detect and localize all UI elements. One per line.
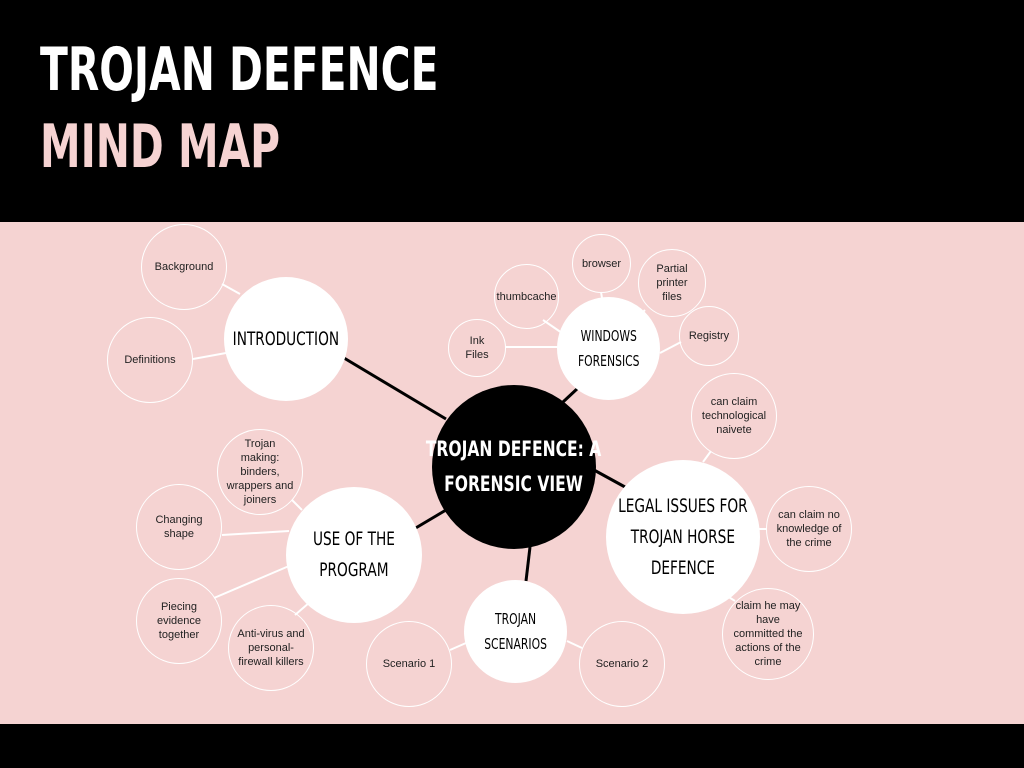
topic-use-label-1: USE OF THE bbox=[313, 528, 395, 550]
topic-windows-forensics: WINDOWS FORENSICS bbox=[557, 297, 660, 400]
leaf-label: Trojan making: binders, wrappers and joi… bbox=[226, 438, 294, 506]
leaf-changing-shape: Changing shape bbox=[136, 484, 222, 570]
center-node: TROJAN DEFENCE: A FORENSIC VIEW bbox=[426, 385, 602, 549]
connector-leaf-background bbox=[221, 283, 241, 295]
leaf-label: browser bbox=[581, 257, 622, 270]
leaf-background: Background bbox=[141, 224, 227, 310]
mind-map-canvas: TROJAN DEFENCE: A FORENSIC VIEW INTRODUC… bbox=[0, 222, 1024, 724]
page-title-line-1: TROJAN DEFENCE bbox=[40, 35, 439, 105]
leaf-label: Scenario 2 bbox=[595, 658, 649, 670]
leaf-label: Anti-virus and personal- firewall killer… bbox=[237, 628, 305, 668]
connector-leaf-scenario2 bbox=[566, 640, 583, 649]
leaf-thumbcache: thumbcache bbox=[494, 264, 559, 329]
connector-center-windows bbox=[561, 386, 580, 404]
topic-legal-label-1: LEGAL ISSUES FOR bbox=[618, 494, 748, 517]
topic-legal-issues: LEGAL ISSUES FOR TROJAN HORSE DEFENCE bbox=[606, 460, 760, 614]
topic-scenarios-label-1: TROJAN bbox=[494, 609, 537, 628]
connector-layer bbox=[192, 283, 767, 651]
leaf-trojan-making: Trojan making: binders, wrappers and joi… bbox=[217, 429, 303, 515]
leaf-label: Definitions bbox=[124, 354, 176, 366]
topic-scenarios-label-2: SCENARIOS bbox=[484, 634, 547, 653]
topic-legal-label-2: TROJAN HORSE bbox=[630, 525, 736, 548]
leaf-no-knowledge: can claim no knowledge of the crime bbox=[766, 486, 852, 572]
leaf-label: Scenario 1 bbox=[382, 658, 436, 670]
header-banner: TROJAN DEFENCE MIND MAP bbox=[0, 0, 1024, 222]
leaf-browser: browser bbox=[572, 234, 631, 293]
topic-use-label-2: PROGRAM bbox=[319, 559, 389, 581]
leaf-technological-naivete: can claim technological naivete bbox=[691, 373, 777, 459]
leaf-label: Ink Files bbox=[465, 335, 489, 361]
footer-bar bbox=[0, 724, 1024, 768]
leaf-scenario-2: Scenario 2 bbox=[579, 621, 665, 707]
connector-leaf-piecing bbox=[213, 565, 290, 599]
page-title-line-2: MIND MAP bbox=[40, 112, 281, 182]
leaf-partial-printer-files: Partial printer files bbox=[638, 249, 706, 317]
topic-windows-label-1: WINDOWS bbox=[580, 326, 637, 345]
connector-center-scenarios bbox=[524, 546, 532, 582]
center-label-line-1: TROJAN DEFENCE: A bbox=[426, 437, 602, 461]
topic-use-of-program: USE OF THE PROGRAM bbox=[286, 487, 422, 623]
center-label-line-2: FORENSIC VIEW bbox=[444, 472, 584, 496]
leaf-label: can claim technological naivete bbox=[701, 396, 767, 436]
topic-introduction-label: INTRODUCTION bbox=[232, 327, 340, 350]
connector-leaf-naivete bbox=[702, 450, 712, 463]
leaf-label: Partial printer files bbox=[656, 263, 688, 303]
connector-leaf-changing-shape bbox=[221, 530, 290, 536]
leaf-label: Changing shape bbox=[155, 514, 203, 540]
leaf-label: can claim no knowledge of the crime bbox=[776, 509, 842, 549]
connector-leaf-scenario1 bbox=[449, 642, 467, 651]
leaf-committed-actions: claim he may have committed the actions … bbox=[722, 588, 814, 680]
leaf-label: claim he may have committed the actions … bbox=[733, 600, 803, 668]
leaf-registry: Registry bbox=[679, 306, 739, 366]
leaf-label: Background bbox=[154, 261, 214, 273]
leaf-antivirus-killers: Anti-virus and personal- firewall killer… bbox=[228, 605, 314, 691]
topic-trojan-scenarios: TROJAN SCENARIOS bbox=[464, 580, 567, 683]
leaf-label: Registry bbox=[688, 330, 730, 342]
topic-legal-label-3: DEFENCE bbox=[650, 556, 716, 579]
topic-windows-label-2: FORENSICS bbox=[577, 351, 640, 370]
connector-center-legal bbox=[593, 468, 626, 489]
connector-center-use bbox=[413, 508, 447, 531]
leaf-scenario-1: Scenario 1 bbox=[366, 621, 452, 707]
leaf-label: thumbcache bbox=[496, 290, 557, 303]
leaf-piecing-evidence: Piecing evidence together bbox=[136, 578, 222, 664]
connector-center-introduction bbox=[343, 356, 447, 421]
connector-leaf-definitions bbox=[192, 352, 227, 360]
leaf-definitions: Definitions bbox=[107, 317, 193, 403]
connector-leaf-trojan-making bbox=[291, 499, 303, 511]
leaf-label: Piecing evidence together bbox=[156, 601, 202, 641]
connector-leaf-registry bbox=[659, 341, 682, 354]
leaf-ink-files: Ink Files bbox=[448, 319, 506, 377]
topic-introduction: INTRODUCTION bbox=[224, 277, 348, 401]
